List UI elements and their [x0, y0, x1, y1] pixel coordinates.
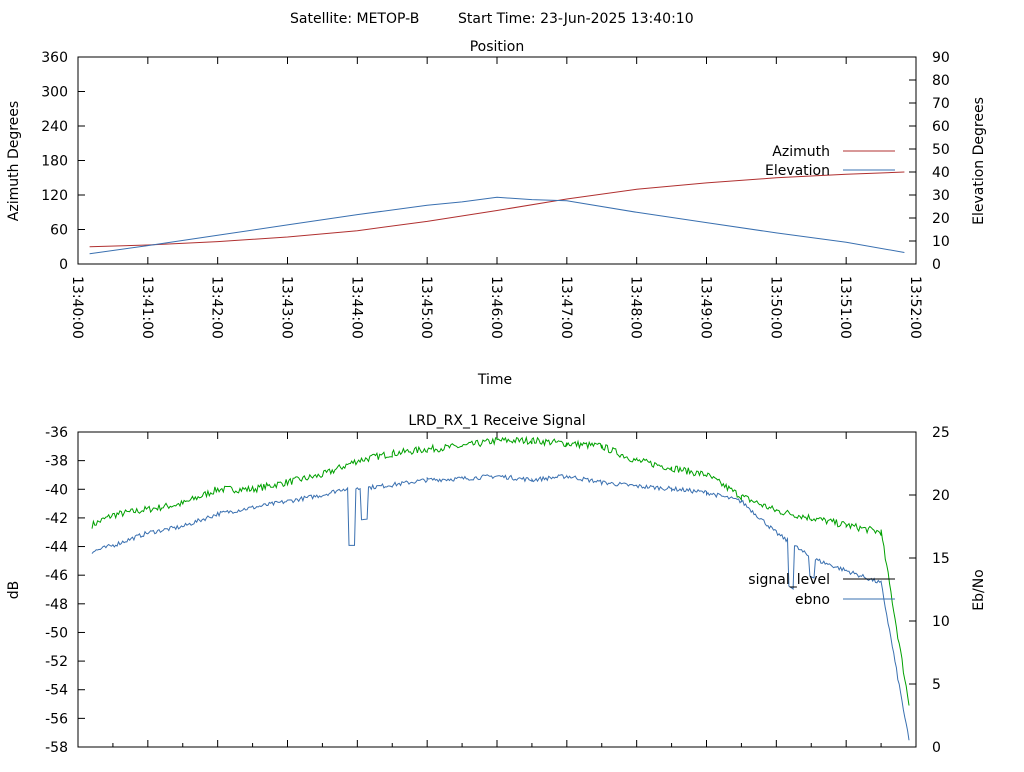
- db-tick-label-9: -40: [45, 482, 68, 498]
- db-tick-label-2: -54: [45, 683, 68, 699]
- x-tick-label-7: 13:47:00: [558, 276, 574, 339]
- x-tick-label-3: 13:43:00: [279, 276, 295, 339]
- x-tick-label-1: 13:41:00: [139, 276, 155, 339]
- y2-tick-label-4: 40: [932, 165, 950, 181]
- y-tick-label-2: 120: [41, 188, 68, 204]
- legend-ebno-label: ebno: [795, 592, 830, 608]
- y-tick-label-6: 360: [41, 50, 68, 66]
- y2-tick-label-0: 0: [932, 257, 941, 273]
- time-axis-label: Time: [477, 372, 512, 388]
- y2-tick-label-6: 60: [932, 119, 950, 135]
- x-tick-label-10: 13:50:00: [767, 276, 783, 339]
- position-title: Position: [470, 39, 525, 55]
- receive-signal-plot-frame: [77, 431, 917, 748]
- db-tick-label-3: -52: [45, 654, 68, 670]
- ebno-tick-label-1: 5: [932, 677, 941, 693]
- y-tick-label-1: 60: [50, 223, 68, 239]
- position-chart: Position Azimuth Degrees Elevation Degre…: [6, 39, 987, 388]
- db-tick-label-4: -50: [45, 625, 68, 641]
- y2-tick-label-8: 80: [932, 73, 950, 89]
- ebno-axis-label: Eb/No: [971, 569, 987, 611]
- y-tick-label-4: 240: [41, 119, 68, 135]
- legend-azimuth-label: Azimuth: [772, 144, 830, 160]
- start-time-label: Start Time: 23-Jun-2025 13:40:10: [458, 11, 694, 27]
- legend-elevation-label: Elevation: [765, 163, 830, 179]
- ebno-tick-label-5: 25: [932, 425, 950, 441]
- x-tick-label-12: 13:52:00: [907, 276, 923, 339]
- db-tick-label-0: -58: [45, 740, 68, 756]
- receive-signal-title: LRD_RX_1 Receive Signal: [408, 413, 585, 429]
- receive-signal-chart: LRD_RX_1 Receive Signal dB Eb/No -58 -56 -…: [6, 413, 987, 756]
- db-tick-label-6: -46: [45, 568, 68, 584]
- x-tick-label-0: 13:40:00: [69, 276, 85, 339]
- ebno-tick-label-2: 10: [932, 614, 950, 630]
- x-tick-label-8: 13:48:00: [628, 276, 644, 339]
- y-tick-label-5: 300: [41, 85, 68, 101]
- y2-tick-label-9: 90: [932, 50, 950, 66]
- y2-tick-label-2: 20: [932, 211, 950, 227]
- series-azimuth-line: [89, 171, 905, 248]
- ebno-tick-label-3: 15: [932, 551, 950, 567]
- x-tick-label-5: 13:45:00: [418, 276, 434, 339]
- series-elevation-line: [89, 196, 905, 255]
- y2-tick-label-3: 30: [932, 188, 950, 204]
- db-tick-label-11: -36: [45, 425, 68, 441]
- x-tick-label-11: 13:51:00: [837, 276, 853, 339]
- db-axis-label: dB: [6, 581, 22, 600]
- y-tick-label-3: 180: [41, 154, 68, 170]
- elevation-axis-label: Elevation Degrees: [971, 97, 987, 225]
- series-ebno-line: [91, 474, 910, 741]
- y-tick-label-0: 0: [59, 257, 68, 273]
- azimuth-axis-label: Azimuth Degrees: [6, 101, 22, 221]
- x-tick-label-4: 13:44:00: [348, 276, 364, 339]
- db-tick-label-5: -48: [45, 597, 68, 613]
- db-tick-label-7: -44: [45, 540, 68, 556]
- y2-tick-label-7: 70: [932, 96, 950, 112]
- db-tick-label-10: -38: [45, 454, 68, 470]
- db-tick-label-1: -56: [45, 711, 68, 727]
- satellite-label: Satellite: METOP-B: [290, 11, 419, 27]
- x-tick-label-6: 13:46:00: [488, 276, 504, 339]
- position-plot-frame: [77, 56, 917, 265]
- y2-tick-label-1: 10: [932, 234, 950, 250]
- x-tick-label-2: 13:42:00: [209, 276, 225, 339]
- db-tick-label-8: -42: [45, 511, 68, 527]
- x-tick-label-9: 13:49:00: [698, 276, 714, 339]
- series-signal-level-green-line: [91, 435, 910, 706]
- ebno-tick-label-0: 0: [932, 740, 941, 756]
- y2-tick-label-5: 50: [932, 142, 950, 158]
- ebno-tick-label-4: 20: [932, 488, 950, 504]
- legend-signal-level-label: signal_level: [748, 572, 830, 588]
